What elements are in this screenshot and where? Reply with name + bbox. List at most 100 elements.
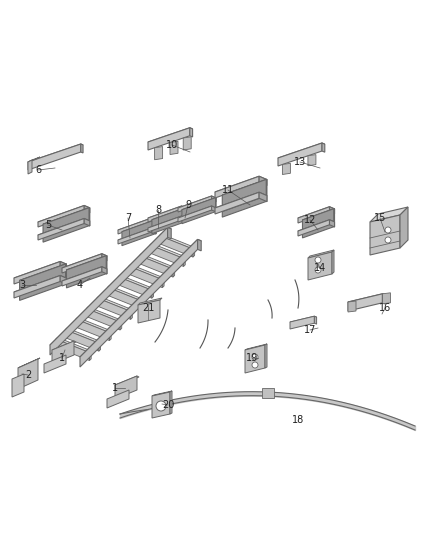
Polygon shape — [38, 219, 84, 240]
Polygon shape — [178, 206, 212, 222]
Polygon shape — [152, 392, 170, 418]
Polygon shape — [382, 294, 385, 304]
Text: 2: 2 — [25, 370, 31, 380]
Polygon shape — [182, 198, 216, 210]
Polygon shape — [138, 300, 160, 323]
Polygon shape — [115, 376, 137, 399]
Text: 11: 11 — [222, 185, 234, 195]
Polygon shape — [65, 330, 99, 351]
Polygon shape — [266, 180, 267, 201]
Polygon shape — [150, 245, 184, 266]
Polygon shape — [348, 301, 356, 312]
Polygon shape — [38, 219, 90, 237]
Polygon shape — [259, 192, 267, 201]
Polygon shape — [106, 256, 107, 274]
Polygon shape — [122, 220, 156, 232]
Polygon shape — [152, 208, 186, 220]
Polygon shape — [110, 331, 111, 341]
Polygon shape — [115, 376, 139, 386]
Text: 17: 17 — [304, 325, 316, 335]
Polygon shape — [122, 220, 155, 246]
Polygon shape — [183, 137, 191, 150]
Polygon shape — [84, 219, 90, 226]
Circle shape — [252, 362, 258, 368]
Polygon shape — [182, 198, 215, 224]
Polygon shape — [173, 268, 175, 277]
Polygon shape — [118, 275, 153, 290]
Polygon shape — [118, 218, 156, 232]
Polygon shape — [278, 143, 325, 159]
Polygon shape — [86, 307, 122, 322]
Text: 9: 9 — [185, 200, 191, 210]
Polygon shape — [215, 176, 267, 196]
Polygon shape — [178, 206, 216, 220]
Polygon shape — [84, 206, 90, 213]
Polygon shape — [382, 293, 390, 304]
Polygon shape — [89, 208, 90, 226]
Polygon shape — [298, 220, 335, 233]
Polygon shape — [102, 254, 107, 261]
Polygon shape — [184, 257, 185, 266]
Polygon shape — [56, 339, 89, 360]
Polygon shape — [107, 390, 129, 408]
Polygon shape — [322, 143, 325, 152]
Polygon shape — [20, 264, 66, 301]
Polygon shape — [20, 264, 67, 281]
Polygon shape — [162, 278, 164, 288]
Polygon shape — [76, 319, 110, 341]
Polygon shape — [89, 351, 91, 360]
Polygon shape — [259, 176, 267, 185]
Polygon shape — [303, 209, 335, 220]
Text: 18: 18 — [292, 415, 304, 425]
Polygon shape — [148, 128, 190, 150]
Polygon shape — [120, 320, 122, 330]
Polygon shape — [81, 144, 83, 153]
Polygon shape — [334, 209, 335, 227]
Polygon shape — [118, 218, 152, 234]
Text: 13: 13 — [294, 157, 306, 167]
Polygon shape — [118, 228, 152, 244]
Polygon shape — [152, 228, 156, 234]
Text: 12: 12 — [304, 215, 316, 225]
Polygon shape — [118, 228, 156, 242]
Polygon shape — [150, 244, 185, 259]
Polygon shape — [28, 157, 40, 162]
Polygon shape — [148, 216, 182, 232]
Polygon shape — [52, 341, 76, 351]
Polygon shape — [28, 160, 32, 174]
Text: 16: 16 — [379, 303, 391, 313]
Polygon shape — [62, 266, 102, 286]
Polygon shape — [118, 277, 152, 298]
Polygon shape — [159, 234, 194, 249]
Polygon shape — [38, 206, 90, 224]
Text: 15: 15 — [374, 213, 386, 223]
Polygon shape — [97, 298, 131, 319]
Polygon shape — [76, 318, 111, 333]
Text: 21: 21 — [142, 303, 154, 313]
Polygon shape — [329, 207, 335, 214]
Text: 3: 3 — [19, 280, 25, 290]
Polygon shape — [178, 196, 216, 210]
Polygon shape — [148, 206, 186, 220]
Polygon shape — [138, 298, 162, 305]
Polygon shape — [168, 228, 171, 239]
Polygon shape — [332, 250, 334, 274]
Polygon shape — [129, 266, 162, 288]
Polygon shape — [28, 144, 81, 170]
Polygon shape — [283, 163, 290, 174]
Polygon shape — [102, 266, 107, 274]
Polygon shape — [329, 220, 335, 227]
Polygon shape — [400, 207, 408, 248]
Polygon shape — [66, 264, 67, 284]
Polygon shape — [60, 262, 67, 270]
Polygon shape — [182, 206, 186, 212]
Circle shape — [315, 267, 321, 273]
Polygon shape — [348, 294, 382, 311]
Polygon shape — [43, 208, 89, 242]
Text: 14: 14 — [314, 263, 326, 273]
Polygon shape — [65, 328, 101, 343]
Polygon shape — [290, 316, 317, 323]
Polygon shape — [18, 359, 38, 389]
Polygon shape — [370, 207, 408, 222]
Polygon shape — [215, 176, 259, 198]
